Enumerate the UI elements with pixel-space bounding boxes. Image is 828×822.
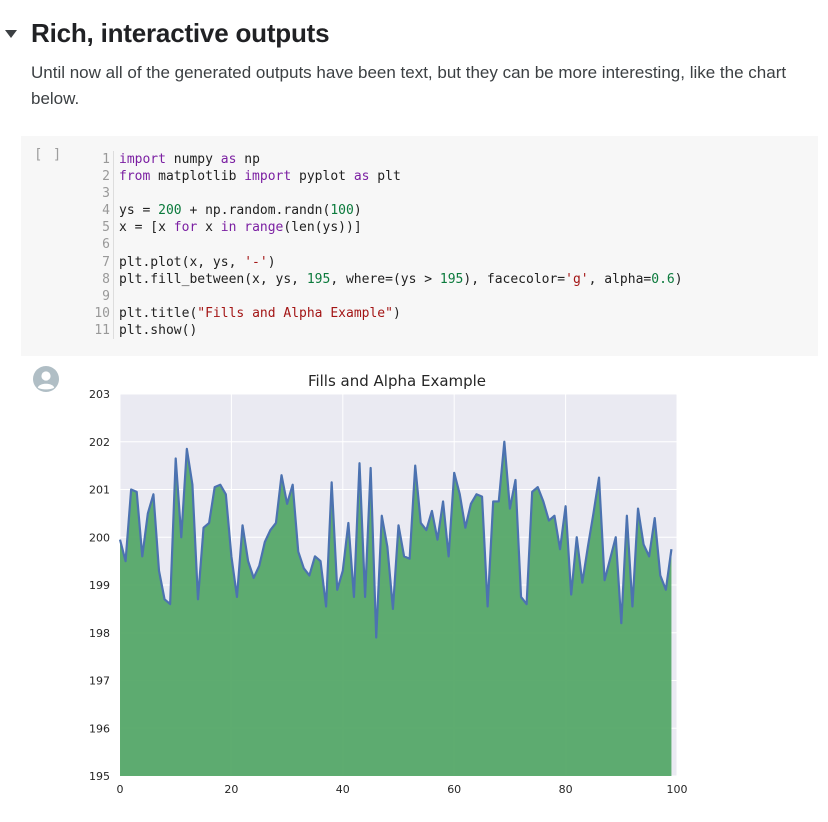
code-token: x = [x: [119, 220, 174, 236]
line-number: 8: [89, 270, 114, 288]
caret-down-icon[interactable]: [4, 28, 18, 40]
user-avatar-icon: [33, 366, 59, 392]
code-token: ): [392, 305, 401, 321]
code-cell[interactable]: [ ] 1 import numpy as np 2 from matplotlib …: [21, 136, 818, 356]
code-token: 195: [306, 271, 331, 287]
x-tick-label: 100: [667, 783, 688, 796]
code-token: 100: [330, 203, 354, 219]
code-line[interactable]: 10 plt.title("Fills and Alpha Example"): [89, 304, 809, 322]
code-token: in: [220, 220, 237, 236]
code-token: for: [173, 220, 198, 236]
y-tick-label: 196: [89, 722, 110, 735]
code-token: 0.6: [651, 271, 675, 287]
y-tick-label: 200: [89, 531, 110, 544]
code-token: '-': [244, 254, 268, 270]
code-token: ): [674, 271, 683, 287]
line-number: 9: [89, 287, 114, 305]
y-tick-label: 195: [89, 770, 110, 783]
y-tick-label: 197: [89, 675, 110, 688]
y-axis-ticks: 195 196 197 198 199 200 201 202 203: [89, 388, 110, 783]
code-line[interactable]: 5 x = [x for x in range(len(ys))]: [89, 219, 809, 237]
code-editor[interactable]: 1 import numpy as np 2 from matplotlib impo…: [89, 151, 809, 340]
code-line[interactable]: 1 import numpy as np: [89, 151, 809, 169]
code-token: np: [236, 152, 260, 167]
code-token: x: [197, 220, 221, 236]
section-header: Rich, interactive outputs: [0, 14, 828, 54]
code-token: , alpha=: [588, 271, 652, 287]
code-token: plt.fill_between(x, ys,: [119, 271, 307, 287]
code-token: plt.plot(x, ys,: [119, 254, 245, 270]
code-token: range: [244, 220, 284, 236]
line-number: 2: [89, 168, 114, 186]
code-token: + np.random.randn(: [181, 203, 331, 219]
code-token: plt.title(: [119, 305, 198, 321]
code-token: , where=(ys >: [330, 271, 440, 287]
code-token: plt.show(): [119, 322, 198, 338]
x-tick-label: 20: [224, 783, 238, 796]
code-token: as: [220, 152, 237, 167]
text-cell: Until now all of the generated outputs h…: [31, 63, 787, 108]
code-line[interactable]: 3: [89, 185, 809, 203]
line-number: 5: [89, 219, 114, 237]
x-tick-label: 80: [559, 783, 573, 796]
code-token: from: [119, 169, 151, 185]
output-area: 195 196 197 198 199 200 201 202 203 0 20 40 60 80 100…: [0, 360, 828, 822]
line-number: 7: [89, 253, 114, 271]
code-token: plt: [369, 169, 401, 185]
line-number: 4: [89, 202, 114, 220]
section-title: Rich, interactive outputs: [31, 18, 330, 48]
code-token: numpy: [165, 152, 221, 167]
x-tick-label: 0: [117, 783, 124, 796]
code-token: (len(ys))]: [283, 220, 362, 236]
code-token: 'g': [565, 271, 589, 287]
code-token: "Fills and Alpha Example": [197, 305, 393, 321]
line-number: 10: [89, 304, 114, 322]
code-token: ), facecolor=: [463, 271, 566, 287]
y-tick-label: 201: [89, 484, 110, 497]
code-line[interactable]: 7 plt.plot(x, ys, '-'): [89, 253, 809, 271]
x-tick-label: 40: [336, 783, 350, 796]
code-token: import: [119, 152, 166, 167]
fill-area: [120, 441, 672, 776]
code-line[interactable]: 11 plt.show(): [89, 321, 809, 340]
code-token: matplotlib: [150, 169, 245, 185]
fills-alpha-chart: 195 196 197 198 199 200 201 202 203 0 20 40 60 80 100…: [89, 372, 688, 796]
code-line[interactable]: 2 from matplotlib import pyplot as plt: [89, 168, 809, 186]
line-number: 3: [89, 185, 114, 203]
y-tick-label: 199: [89, 579, 110, 592]
y-tick-label: 202: [89, 436, 110, 449]
code-token: pyplot: [291, 169, 354, 185]
code-line[interactable]: 4 ys = 200 + np.random.randn(100): [89, 202, 809, 220]
code-token: 200: [158, 203, 182, 219]
code-token: ): [353, 203, 362, 219]
code-token: ): [267, 254, 276, 270]
code-line[interactable]: 9: [89, 287, 809, 305]
series-line: [118, 440, 673, 639]
code-token: 195: [439, 271, 464, 287]
code-line[interactable]: 6: [89, 236, 809, 254]
y-tick-label: 203: [89, 388, 110, 401]
code-token: as: [353, 169, 370, 185]
line-number: 6: [89, 236, 114, 254]
y-tick-label: 198: [89, 627, 110, 640]
run-cell-button[interactable]: [ ]: [34, 147, 63, 163]
code-token: import: [244, 169, 292, 185]
line-number: 1: [89, 151, 114, 169]
line-number: 11: [89, 321, 114, 340]
code-line[interactable]: 8 plt.fill_between(x, ys, 195, where=(ys …: [89, 270, 809, 288]
code-token: ys =: [119, 203, 159, 219]
x-tick-label: 60: [447, 783, 461, 796]
chart-title: Fills and Alpha Example: [308, 372, 486, 390]
x-axis-ticks: 0 20 40 60 80 100: [117, 783, 688, 796]
